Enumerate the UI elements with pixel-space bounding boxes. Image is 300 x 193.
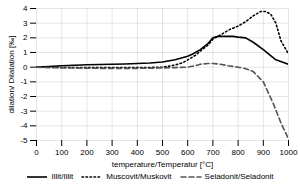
svg-text:300: 300 <box>105 148 119 157</box>
svg-text:1: 1 <box>23 48 28 57</box>
html-text:Seladonit/Seladonit: Seladonit/Seladonit <box>204 172 274 181</box>
svg-text:-2: -2 <box>20 92 28 101</box>
svg-text:600: 600 <box>181 148 195 157</box>
svg-text:900: 900 <box>257 148 271 157</box>
svg-text:-1: -1 <box>20 77 28 86</box>
svg-text:0: 0 <box>34 148 39 157</box>
svg-text:3: 3 <box>23 19 28 28</box>
svg-text:-5: -5 <box>20 136 28 145</box>
svg-text:0: 0 <box>23 63 28 72</box>
svg-text:700: 700 <box>206 148 220 157</box>
html-text:Muscovit/Muskovit: Muscovit/Muskovit <box>106 172 172 181</box>
svg-text:4: 4 <box>23 4 28 13</box>
svg-text:500: 500 <box>156 148 170 157</box>
svg-text:400: 400 <box>131 148 145 157</box>
svg-text:200: 200 <box>80 148 94 157</box>
svg-text:-4: -4 <box>20 121 28 130</box>
svg-text:temperature/Temperatur [°C]: temperature/Temperatur [°C] <box>112 160 213 169</box>
svg-text:-3: -3 <box>20 107 28 116</box>
svg-text:1000: 1000 <box>280 148 298 157</box>
svg-text:dilation/ Dilatation [‰]: dilation/ Dilatation [‰] <box>7 36 16 114</box>
html-text:Illit/Illit: Illit/Illit <box>51 172 74 181</box>
svg-text:2: 2 <box>23 33 28 42</box>
svg-text:100: 100 <box>55 148 69 157</box>
svg-text:800: 800 <box>231 148 245 157</box>
